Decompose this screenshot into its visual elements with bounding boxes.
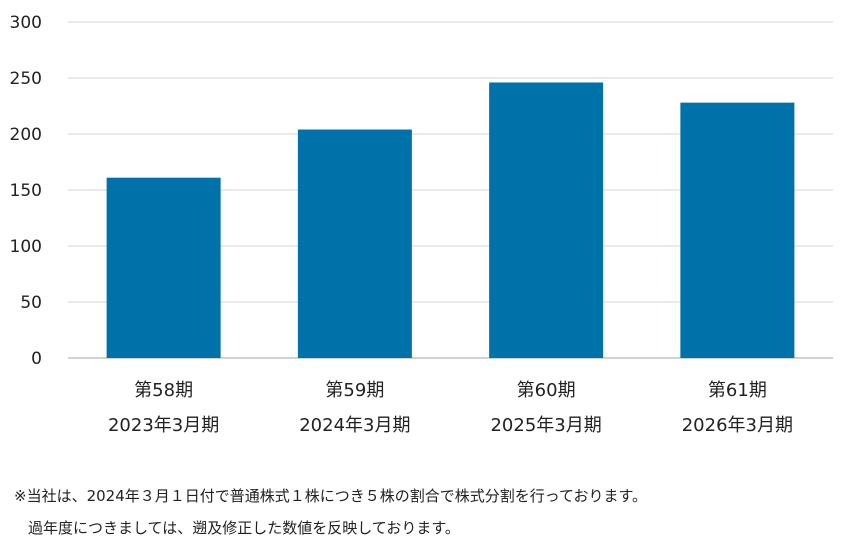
x-tick-label-fiscal-year: 2023年3月期: [108, 415, 219, 436]
x-tick-label-fiscal-year: 2025年3月期: [490, 415, 601, 436]
x-tick-label-period: 第59期: [325, 380, 384, 401]
bars: [106, 82, 795, 358]
bar-0: [106, 177, 221, 358]
y-tick-label-250: 250: [10, 69, 42, 89]
y-tick-label-200: 200: [10, 125, 42, 145]
x-tick-label-period: 第61期: [708, 380, 767, 401]
y-tick-label-300: 300: [10, 13, 42, 33]
footnote-stock-split: ※当社は、2024年３月１日付で普通株式１株につき５株の割合で株式分割を行ってお…: [14, 487, 648, 505]
y-axis-ticks: 0 50 100 150 200 250 300: [10, 13, 42, 369]
y-tick-label-150: 150: [10, 181, 42, 201]
bar-2: [489, 82, 604, 358]
x-tick-label-period: 第58期: [134, 380, 193, 401]
y-tick-label-100: 100: [10, 237, 42, 257]
footnote-retroactive-adjustment: 過年度につきましては、遡及修正した数値を反映しております。: [28, 519, 460, 537]
y-tick-label-50: 50: [20, 293, 42, 313]
x-tick-label-period: 第60期: [517, 380, 576, 401]
bar-1: [297, 129, 412, 358]
x-axis-labels: 第58期 2023年3月期 第59期 2024年3月期 第60期 2025年3月期 第61期…: [108, 380, 793, 436]
bar-chart: 0 50 100 150 200 250 300 第58期 2023年3月期 第59期 2024年…: [10, 13, 833, 436]
y-tick-label-0: 0: [31, 349, 42, 369]
x-tick-label-fiscal-year: 2024年3月期: [299, 415, 410, 436]
x-tick-label-fiscal-year: 2026年3月期: [682, 415, 793, 436]
bar-3: [680, 102, 795, 358]
